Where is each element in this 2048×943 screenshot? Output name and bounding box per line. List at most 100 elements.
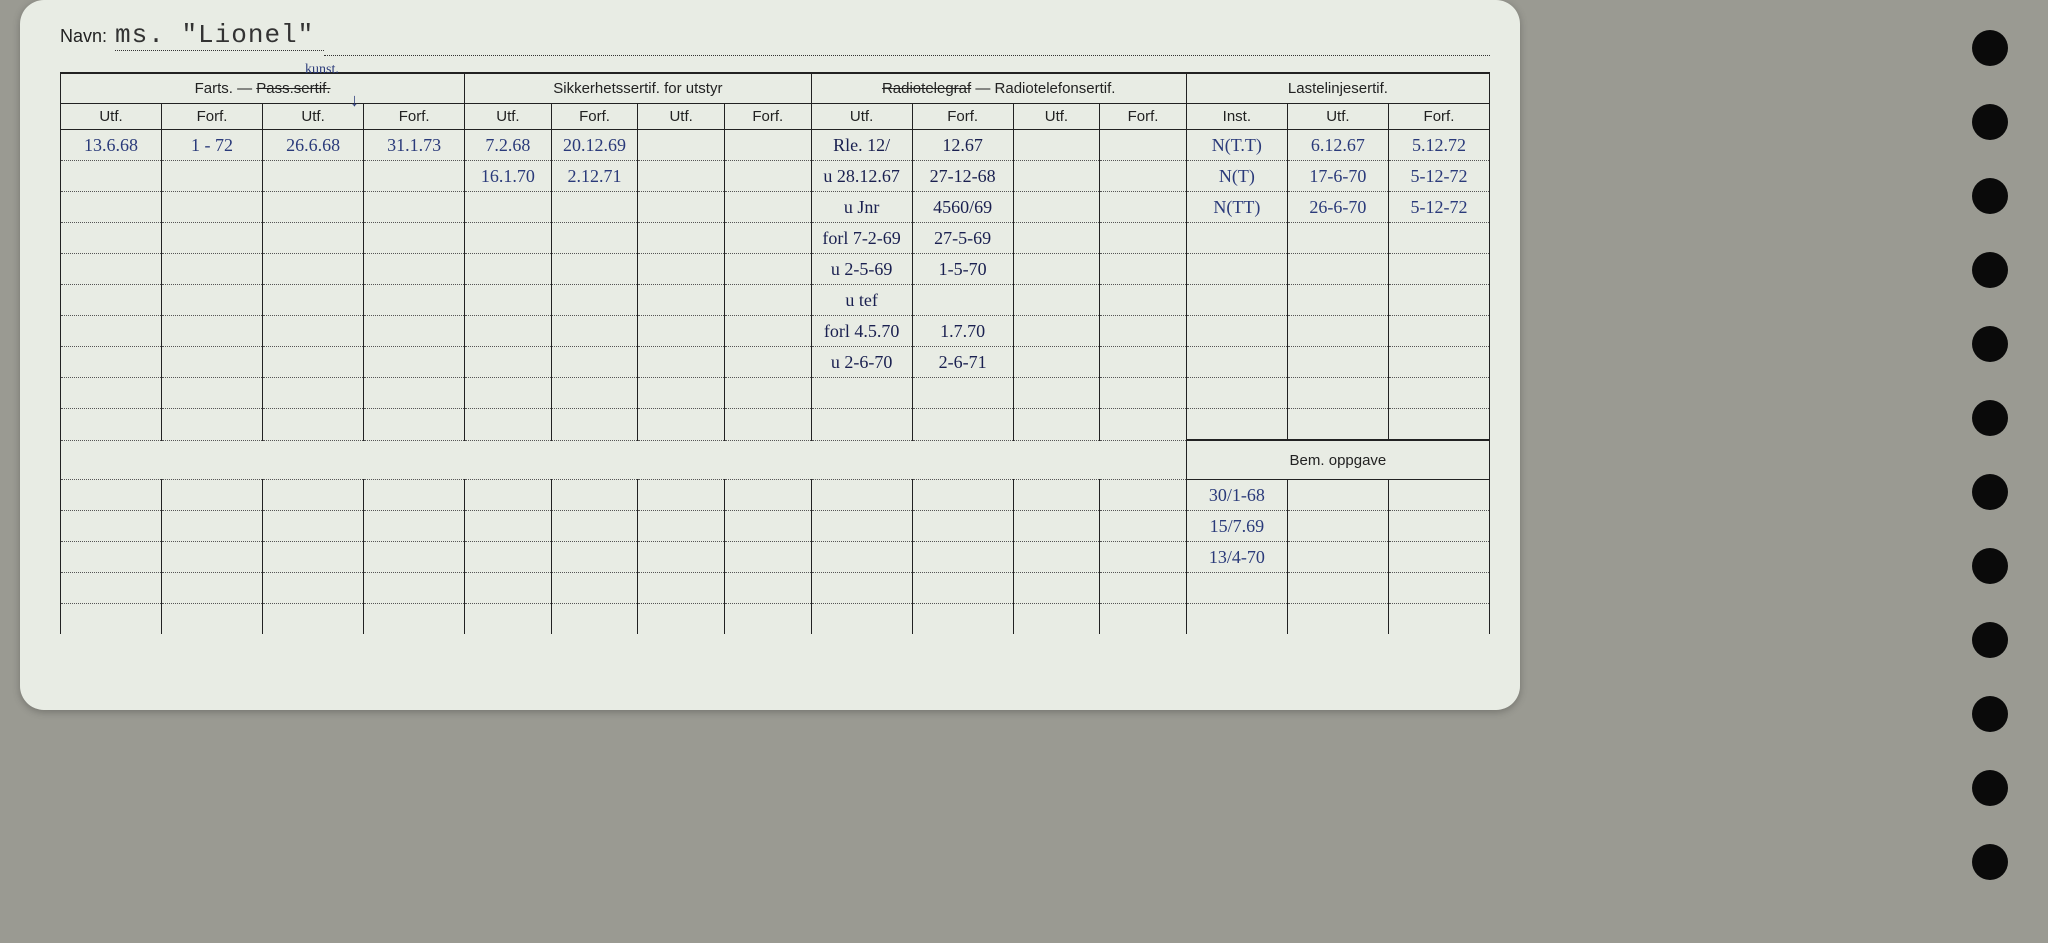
cell — [162, 347, 263, 378]
cell — [638, 347, 725, 378]
cell — [724, 409, 811, 441]
annotation-kunst: kunst. — [305, 62, 339, 78]
cell — [61, 285, 162, 316]
cell — [551, 192, 638, 223]
cell: 16.1.70 — [465, 161, 552, 192]
cell — [263, 316, 364, 347]
cell — [1186, 223, 1287, 254]
cell — [638, 409, 725, 441]
table-row: 16.1.702.12.71 u 28.12.6727-12-68 N(T)17-6… — [61, 161, 1490, 192]
cell — [162, 378, 263, 409]
cell — [811, 604, 912, 635]
cell: 2.12.71 — [551, 161, 638, 192]
cell — [263, 409, 364, 441]
cell — [638, 192, 725, 223]
cell — [551, 378, 638, 409]
cell — [638, 223, 725, 254]
table-body-bem: 30/1-6815/7.6913/4-70 — [61, 480, 1490, 635]
cell — [1287, 542, 1388, 573]
cell — [465, 409, 552, 441]
table-row: u 2-6-702-6-71 — [61, 347, 1490, 378]
arrow-annotation: ↓ — [350, 90, 359, 111]
cell — [162, 480, 263, 511]
table-row: u tef — [61, 285, 1490, 316]
section-laste: Lastelinjesertif. — [1186, 73, 1489, 104]
punch-hole — [1972, 474, 2008, 510]
cell — [1013, 254, 1100, 285]
cell — [912, 542, 1013, 573]
cell — [724, 316, 811, 347]
cell: N(T) — [1186, 161, 1287, 192]
cell — [1186, 285, 1287, 316]
punch-hole — [1972, 30, 2008, 66]
cell: 31.1.73 — [364, 130, 465, 161]
cell: 30/1-68 — [1186, 480, 1287, 511]
section-radio: Radiotelegraf — Radiotelefonsertif. — [811, 73, 1186, 104]
bem-header-body: Bem. oppgave — [61, 440, 1490, 480]
cell — [1100, 161, 1187, 192]
cell — [465, 511, 552, 542]
table-body-main: 13.6.681 - 7226.6.6831.1.737.2.6820.12.6… — [61, 130, 1490, 441]
section-header-row: Farts. — Pass.sertif. Sikkerhetssertif. … — [61, 73, 1490, 104]
cell — [1100, 378, 1187, 409]
cell — [724, 604, 811, 635]
cell — [638, 604, 725, 635]
cell — [1013, 347, 1100, 378]
cell: 17-6-70 — [1287, 161, 1388, 192]
cell — [1287, 316, 1388, 347]
cell: 26-6-70 — [1287, 192, 1388, 223]
cell — [1100, 573, 1187, 604]
table-row: 13.6.681 - 7226.6.6831.1.737.2.6820.12.6… — [61, 130, 1490, 161]
cell — [1013, 542, 1100, 573]
cell — [263, 254, 364, 285]
cell — [1186, 347, 1287, 378]
cell — [551, 254, 638, 285]
cell: u Jnr — [811, 192, 912, 223]
cell: 5-12-72 — [1388, 161, 1489, 192]
cell: 1.7.70 — [912, 316, 1013, 347]
cell — [811, 409, 912, 441]
cell — [61, 511, 162, 542]
cell — [551, 480, 638, 511]
cell — [1287, 378, 1388, 409]
cell: 4560/69 — [912, 192, 1013, 223]
cell — [263, 161, 364, 192]
cell — [1388, 511, 1489, 542]
cell — [263, 604, 364, 635]
cell — [61, 223, 162, 254]
cell — [263, 573, 364, 604]
cell: 7.2.68 — [465, 130, 552, 161]
cell: u tef — [811, 285, 912, 316]
cell — [551, 223, 638, 254]
col-forf-1: Forf. — [162, 104, 263, 130]
cell — [811, 511, 912, 542]
cell — [638, 316, 725, 347]
cell — [638, 130, 725, 161]
cell — [811, 573, 912, 604]
cell — [551, 542, 638, 573]
cell — [263, 223, 364, 254]
cell: u 28.12.67 — [811, 161, 912, 192]
col-utf-7: Utf. — [1287, 104, 1388, 130]
cell — [162, 285, 263, 316]
cell — [1186, 573, 1287, 604]
cell — [551, 347, 638, 378]
section-bem: Bem. oppgave — [1186, 440, 1489, 480]
cell — [1013, 573, 1100, 604]
col-forf-4: Forf. — [724, 104, 811, 130]
cell: forl 7-2-69 — [811, 223, 912, 254]
cell: 27-12-68 — [912, 161, 1013, 192]
cell — [465, 480, 552, 511]
cell — [465, 378, 552, 409]
cell — [162, 542, 263, 573]
col-utf-2: Utf. — [263, 104, 364, 130]
cell — [1388, 347, 1489, 378]
punch-hole — [1972, 252, 2008, 288]
punch-hole — [1972, 696, 2008, 732]
punch-hole — [1972, 400, 2008, 436]
cell — [912, 480, 1013, 511]
punch-hole — [1972, 178, 2008, 214]
cell — [364, 409, 465, 441]
cell — [811, 542, 912, 573]
col-utf-6: Utf. — [1013, 104, 1100, 130]
